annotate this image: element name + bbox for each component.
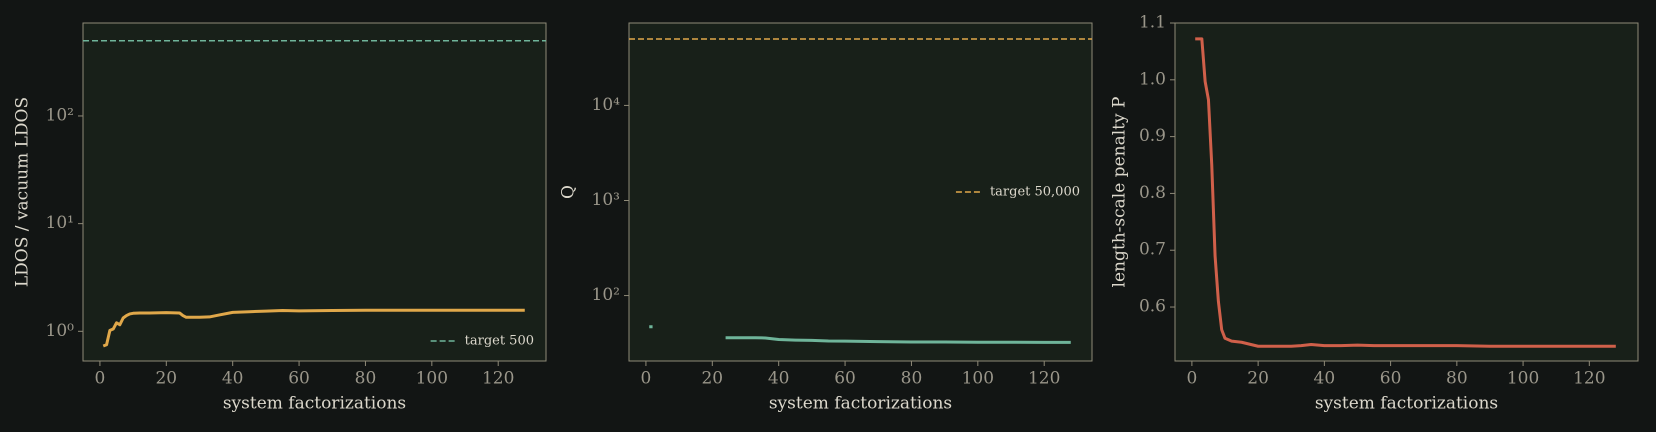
x-tick-label: 120 bbox=[1028, 369, 1060, 389]
y-axis-label: LDOS / vacuum LDOS bbox=[13, 97, 33, 287]
x-tick-label: 120 bbox=[1573, 369, 1605, 389]
y-axis-label: Q bbox=[559, 185, 579, 199]
data-line bbox=[102, 308, 525, 348]
x-tick-label: 40 bbox=[1314, 369, 1336, 389]
x-tick-label: 20 bbox=[701, 369, 723, 389]
x-tick-label: 0 bbox=[1186, 369, 1197, 389]
x-tick-label: 0 bbox=[641, 369, 652, 389]
x-tick-label: 0 bbox=[95, 369, 106, 389]
y-tick-label: 1.0 bbox=[1139, 69, 1166, 89]
y-tick-label: 10² bbox=[46, 105, 74, 125]
data-line bbox=[1195, 37, 1616, 348]
x-tick-label: 40 bbox=[768, 369, 790, 389]
x-tick-label: 20 bbox=[1247, 369, 1269, 389]
plot-area bbox=[1174, 22, 1639, 362]
y-tick-label: 10⁰ bbox=[46, 321, 75, 341]
y-tick-label: 0.7 bbox=[1139, 240, 1166, 260]
y-axis-label: length-scale penalty P bbox=[1110, 97, 1130, 288]
legend-label: target 50,000 bbox=[990, 185, 1080, 200]
plot-area bbox=[82, 22, 547, 362]
x-tick-label: 120 bbox=[482, 369, 514, 389]
x-axis-label: system factorizations bbox=[223, 394, 406, 414]
x-tick-label: 60 bbox=[1380, 369, 1402, 389]
y-tick-label: 10⁴ bbox=[592, 95, 621, 115]
plot-area bbox=[628, 22, 1093, 362]
x-tick-label: 100 bbox=[416, 369, 448, 389]
y-tick-label: 10³ bbox=[592, 190, 620, 210]
x-axis-label: system factorizations bbox=[769, 394, 952, 414]
y-tick-label: 10¹ bbox=[46, 213, 74, 233]
x-tick-label: 100 bbox=[1507, 369, 1539, 389]
x-tick-label: 100 bbox=[962, 369, 994, 389]
x-tick-label: 20 bbox=[155, 369, 177, 389]
y-tick-label: 0.9 bbox=[1139, 126, 1166, 146]
y-tick-label: 0.6 bbox=[1139, 297, 1166, 317]
y-tick-label: 10² bbox=[592, 285, 620, 305]
x-tick-label: 80 bbox=[1446, 369, 1468, 389]
x-tick-label: 40 bbox=[222, 369, 244, 389]
legend-label: target 500 bbox=[465, 334, 534, 349]
data-line bbox=[649, 325, 1071, 344]
x-tick-label: 80 bbox=[901, 369, 923, 389]
x-tick-label: 60 bbox=[834, 369, 856, 389]
y-tick-label: 1.1 bbox=[1139, 13, 1166, 33]
y-tick-label: 0.8 bbox=[1139, 183, 1166, 203]
x-tick-label: 60 bbox=[288, 369, 310, 389]
x-axis-label: system factorizations bbox=[1315, 394, 1498, 414]
x-tick-label: 80 bbox=[355, 369, 377, 389]
